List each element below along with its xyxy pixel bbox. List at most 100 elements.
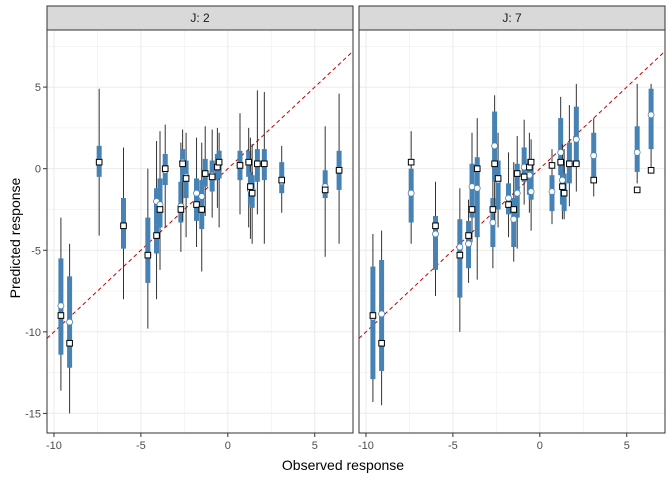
median-point [66,318,74,326]
inner-interval [558,118,564,176]
mean-point [494,175,502,182]
median-point [513,189,521,197]
inner-interval [474,157,480,238]
panel-background [47,30,353,433]
facet-strip [46,5,354,31]
median-point [559,176,566,184]
mean-point [66,339,73,347]
median-point [510,215,518,223]
mean-point [505,201,512,208]
mean-point [378,339,385,347]
mean-point [369,312,377,319]
median-point [198,193,206,200]
x-tick-label: 5 [624,440,630,452]
inner-interval [469,163,475,218]
mean-point [407,158,415,166]
x-tick-label: -10 [46,440,62,452]
mean-point [513,170,521,177]
mean-point [57,312,65,319]
mean-point [560,189,568,197]
inner-interval [528,165,534,200]
mean-point [161,165,169,172]
mean-point [456,251,464,259]
panel-contents [359,30,665,433]
median-point [505,194,512,202]
x-axis-title: Observed response [282,457,404,473]
mean-point [566,160,573,168]
mean-point [647,167,655,174]
mean-point [465,232,472,239]
median-point [557,148,565,156]
mean-point [248,189,256,197]
mean-point [179,160,186,168]
facet-panel-left: J: 2 -10 -5 0 5 [46,5,354,452]
mean-point [254,160,261,168]
median-point [491,142,499,150]
inner-interval [199,180,205,230]
mean-point [208,173,216,181]
mean-point [473,165,481,172]
median-point [473,184,481,192]
inner-interval [433,216,438,270]
mean-point [144,251,152,259]
median-point [193,189,200,197]
mean-point [573,160,580,168]
x-tick-label: 0 [537,440,543,452]
mean-point [156,206,164,213]
mean-point [432,222,439,230]
mean-point [182,175,190,182]
y-axis-title: Predicted response [7,177,23,298]
mean-point [321,186,329,194]
x-tick-label: 5 [312,440,318,452]
mean-point [201,170,209,177]
mean-point [527,158,535,166]
mean-point [193,201,200,208]
facet-panel-right: J: 7 -10 -5 0 5 [358,5,666,452]
y-tick-label: -15 [25,408,41,420]
x-tick-label: -10 [358,440,374,452]
median-point [465,240,472,248]
inner-interval [194,178,200,221]
median-point [407,189,415,197]
median-point [527,188,535,195]
y-tick-label: 5 [35,82,41,94]
mean-point [633,186,641,194]
y-tick-label: 0 [35,164,41,176]
mean-point [215,158,223,166]
median-point [57,302,65,310]
median-point [432,230,439,238]
inner-interval [370,266,376,380]
y-axis: -15 -10 -5 0 5 [25,82,47,420]
facet-strip-label: J: 2 [190,11,210,25]
mean-point [278,176,286,184]
median-point [378,310,386,318]
y-tick-label: -5 [31,245,41,257]
mean-point [491,160,498,168]
median-point [456,243,464,251]
mean-point [559,183,566,190]
mean-point [335,167,343,174]
mean-point [510,206,518,213]
mean-point [198,206,206,213]
mean-point [245,158,252,166]
median-point [572,135,580,143]
facet-strip [358,5,666,31]
panel-contents [47,30,353,433]
mean-point [247,183,254,190]
median-point [590,152,598,160]
mean-point [489,206,497,213]
facet-strip-label: J: 7 [502,11,522,25]
mean-point [590,176,598,184]
mean-point [120,222,127,230]
mean-point [177,206,185,213]
mean-point [548,162,556,169]
median-point [633,148,641,156]
mean-point [520,173,528,181]
mean-point [261,160,268,168]
mean-point [468,206,476,213]
median-point [489,219,497,226]
inner-interval [495,160,501,210]
mean-point [153,232,160,239]
inner-interval [145,217,151,283]
